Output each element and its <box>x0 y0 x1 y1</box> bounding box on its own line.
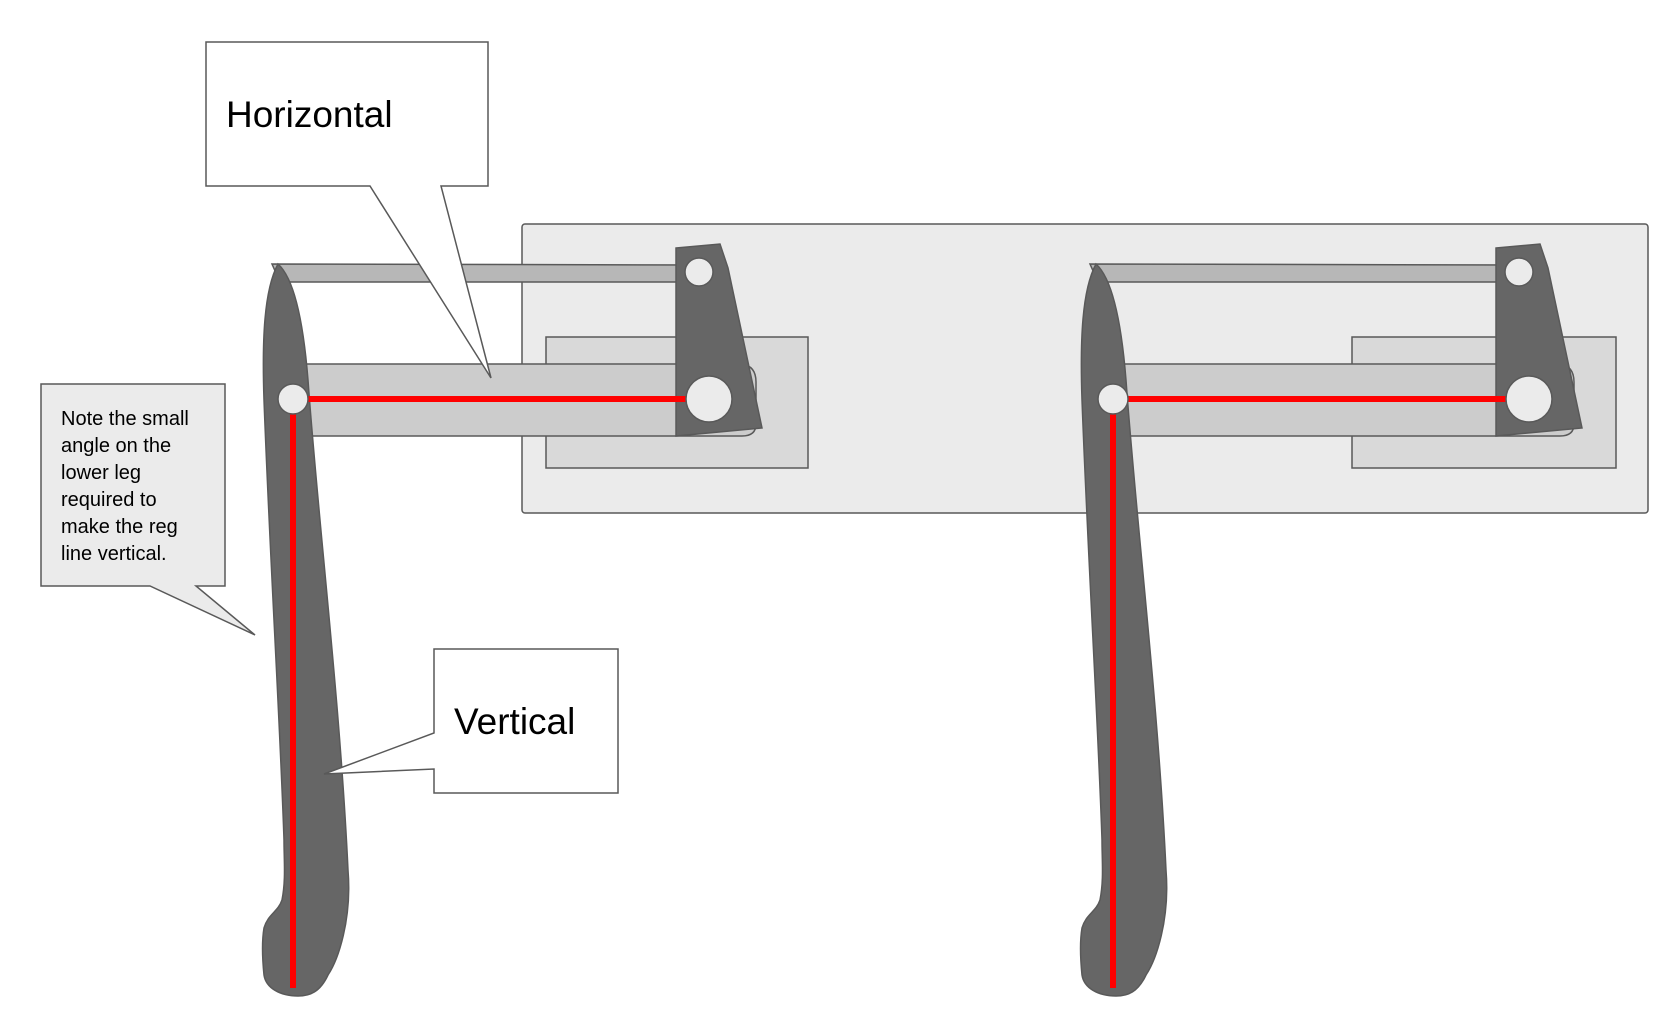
note-line-6: line vertical. <box>61 543 167 565</box>
note-callout-text: Note the small angle on the lower leg re… <box>61 408 194 565</box>
right-main-joint <box>1505 375 1553 423</box>
note-line-5: make the reg <box>61 516 178 538</box>
left-leg <box>261 262 350 997</box>
vertical-callout-shape <box>323 648 619 794</box>
vertical-callout: Vertical <box>323 648 619 794</box>
note-line-4: required to <box>61 489 157 511</box>
left-leg-joint <box>277 383 309 415</box>
note-callout: Note the small angle on the lower leg re… <box>40 383 256 636</box>
horizontal-callout-shape <box>205 41 492 379</box>
right-leg-joint <box>1097 383 1129 415</box>
left-linkage-assembly <box>261 243 809 997</box>
right-top-joint <box>1504 257 1534 287</box>
note-line-1: Note the small <box>61 408 189 430</box>
right-leg <box>1079 262 1168 997</box>
note-callout-shape <box>40 383 256 636</box>
horizontal-callout: Horizontal <box>205 41 492 379</box>
left-top-joint <box>684 257 714 287</box>
right-linkage-assembly <box>1079 243 1617 997</box>
left-main-joint <box>685 375 733 423</box>
left-upper-link <box>270 263 705 283</box>
note-line-3: lower leg <box>61 462 141 484</box>
right-upper-link <box>1088 263 1523 283</box>
vertical-callout-label: Vertical <box>454 701 575 742</box>
horizontal-callout-label: Horizontal <box>226 94 393 135</box>
note-line-2: angle on the <box>61 435 171 457</box>
